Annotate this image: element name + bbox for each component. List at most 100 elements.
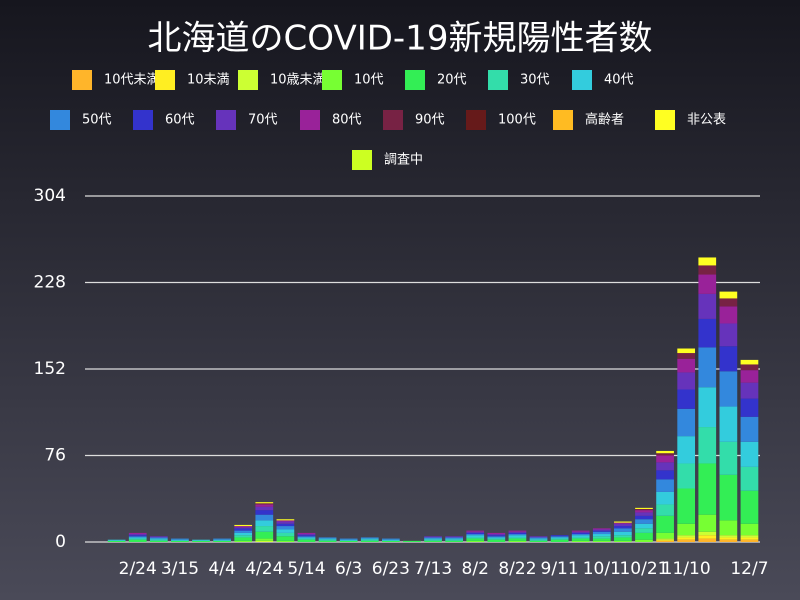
bar-segment <box>508 535 527 538</box>
bar-segment <box>487 536 506 538</box>
bar-segment <box>698 265 717 275</box>
bar-segment <box>171 540 189 542</box>
legend-label: 80代 <box>332 113 362 128</box>
bar-segment <box>276 521 295 524</box>
bar-segment <box>677 358 696 373</box>
bar-segment <box>635 515 653 520</box>
bar-segment <box>656 539 674 541</box>
bar-segment <box>466 538 485 541</box>
legend-label: 90代 <box>415 113 445 128</box>
bar-segment <box>571 540 590 542</box>
bar-segment <box>614 526 632 529</box>
bar-segment <box>403 540 421 542</box>
bar-segment <box>466 532 485 535</box>
bar-segment <box>487 532 506 535</box>
bar-segment <box>255 531 274 539</box>
x-tick-label: 6/23 <box>372 559 410 579</box>
legend-label: 10歳未満 <box>270 73 326 88</box>
bar-segment <box>677 488 696 524</box>
bar-segment <box>550 538 569 540</box>
legend-swatch <box>553 110 573 130</box>
bar-segment <box>571 532 590 535</box>
bar-segment <box>698 293 717 319</box>
bar-segment <box>592 528 611 530</box>
bar-segment <box>255 506 274 511</box>
bar-segment <box>234 530 253 533</box>
bar-segment <box>297 535 316 537</box>
bar-segment <box>424 536 442 538</box>
bar-segment <box>719 535 738 538</box>
bar-segment <box>424 540 442 542</box>
x-tick-label: 9/11 <box>541 559 579 579</box>
bar-segment <box>508 531 527 533</box>
bar-segment <box>234 527 253 529</box>
bar-segment <box>234 524 253 527</box>
bar-segment <box>614 523 632 527</box>
bar-segment <box>529 539 548 541</box>
bar-segment <box>318 539 337 541</box>
bar-segment <box>677 436 696 464</box>
bar-segment <box>656 504 674 516</box>
bar-segment <box>107 540 126 542</box>
bar-segment <box>550 535 569 537</box>
bar-segment <box>508 530 527 532</box>
legend-label: 50代 <box>82 113 112 128</box>
bar-segment <box>719 371 738 407</box>
bar-segment <box>339 540 358 542</box>
bar-segment <box>276 520 295 522</box>
bar-segment <box>234 526 253 528</box>
bar-segment <box>508 537 527 539</box>
bar-segment <box>255 514 274 521</box>
bar-segment <box>592 536 611 539</box>
bar-segment <box>740 416 759 442</box>
bar-segment <box>276 540 295 542</box>
bar-segment <box>297 536 316 538</box>
bar-segment <box>740 364 759 371</box>
bar-segment <box>656 479 674 492</box>
bar-segment <box>550 536 569 538</box>
bar-segment <box>297 537 316 539</box>
x-tick-label: 10/21 <box>619 559 668 579</box>
bar-segment <box>234 528 253 531</box>
y-tick-label: 0 <box>55 532 66 552</box>
bar-segment <box>550 539 569 542</box>
bar-segment <box>740 382 759 399</box>
bar-segment <box>740 490 759 524</box>
x-tick-label: 4/24 <box>245 559 283 579</box>
bar-segment <box>276 532 295 537</box>
bar-segment <box>571 530 590 532</box>
bar-segment <box>614 535 632 538</box>
bar-segment <box>360 539 379 541</box>
bar-segment <box>677 353 696 359</box>
bar-segment <box>255 510 274 515</box>
bar-segment <box>255 502 274 504</box>
bar-segment <box>677 372 696 390</box>
bar-segment <box>740 537 759 540</box>
bar-segment <box>149 537 168 539</box>
legend-swatch <box>155 70 175 90</box>
legend-label: 60代 <box>165 113 195 128</box>
bar-segment <box>128 534 147 536</box>
bar-segment <box>740 535 759 538</box>
bar-segment <box>149 539 168 541</box>
bar-segment <box>213 540 231 542</box>
bar-segment <box>360 540 379 542</box>
bar-segment <box>297 534 316 536</box>
bar-segment <box>487 538 506 540</box>
bar-segment <box>719 441 738 475</box>
bar-segment <box>445 539 463 541</box>
bar-segment <box>276 529 295 533</box>
bar-segment <box>698 257 717 266</box>
bar-segment <box>614 521 632 523</box>
bar-segment <box>656 532 674 539</box>
x-tick-label: 4/4 <box>208 559 235 579</box>
bar-segment <box>466 531 485 533</box>
bar-segment <box>149 540 168 542</box>
x-tick-label: 2/24 <box>119 559 157 579</box>
bar-segment <box>592 531 611 535</box>
bar-segment <box>698 535 717 539</box>
bar-segment <box>635 507 653 509</box>
bar-segment <box>698 538 717 542</box>
bar-segment <box>635 508 653 511</box>
